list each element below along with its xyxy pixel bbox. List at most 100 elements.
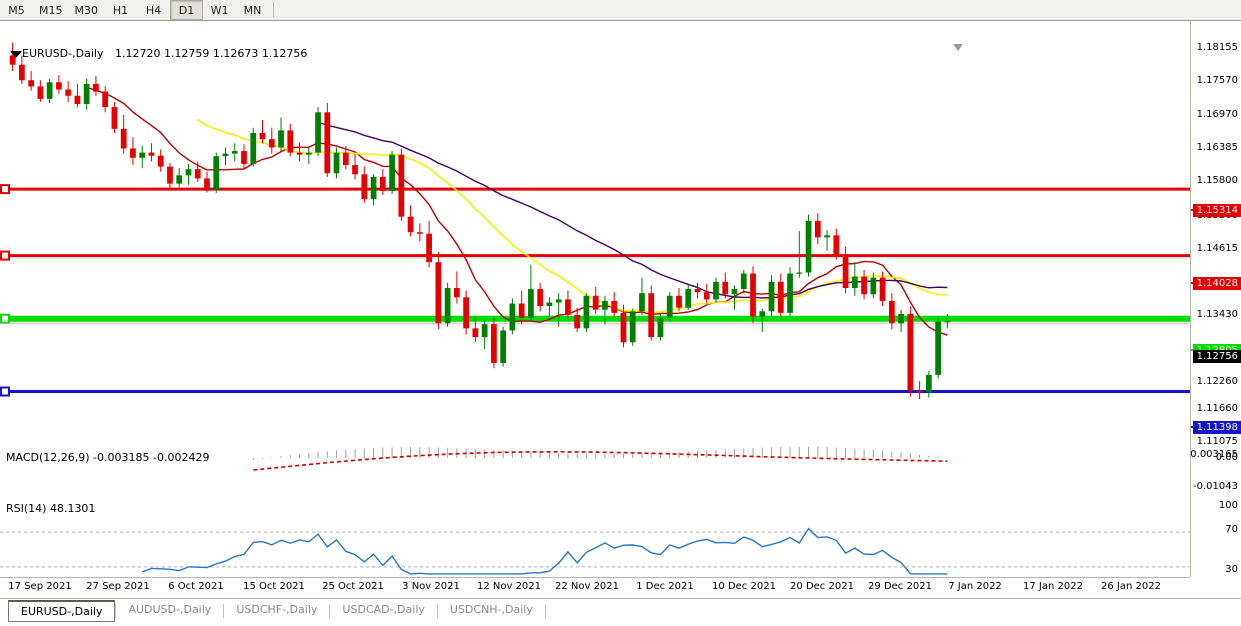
- candlestick: [537, 282, 544, 312]
- rsi-line: [141, 527, 948, 575]
- price-axis-tick: 1.13430: [1196, 309, 1238, 320]
- candlestick: [916, 381, 923, 400]
- candlestick: [37, 80, 44, 102]
- timeframe-button-d1[interactable]: D1: [170, 0, 203, 20]
- date-axis-tick: 12 Nov 2021: [476, 581, 542, 592]
- timeframe-button-mn[interactable]: MN: [236, 0, 269, 20]
- candlestick: [935, 316, 941, 379]
- tab-separator: [544, 604, 546, 618]
- price-axis-tick: -0.01043: [1193, 481, 1238, 492]
- candlestick: [925, 370, 932, 398]
- price-level-tag-resistance[interactable]: 1.14028: [1192, 277, 1241, 290]
- chart-tab-audusd[interactable]: AUDUSD-,Daily: [128, 603, 212, 616]
- candlestick: [324, 102, 331, 177]
- timeframe-button-h4[interactable]: H4: [137, 0, 170, 20]
- level-line-handle[interactable]: [0, 313, 10, 324]
- candlestick: [518, 290, 525, 325]
- price-axis-tick: 1.12260: [1196, 376, 1238, 387]
- candlestick: [583, 293, 590, 332]
- candlestick: [19, 55, 25, 84]
- current-price-tag: 1.12756: [1192, 350, 1241, 363]
- timeframe-button-m30[interactable]: M30: [68, 0, 104, 20]
- timeframe-button-m15[interactable]: M15: [33, 0, 69, 20]
- date-axis-tick: 10 Dec 2021: [712, 581, 776, 592]
- chart-tab-usdcnh[interactable]: USDCNH-,Daily: [449, 603, 533, 616]
- candlestick: [592, 286, 599, 314]
- timeframe-button-h1[interactable]: H1: [104, 0, 137, 20]
- price-chart-canvas[interactable]: EURUSD-,Daily 1.12720 1.12759 1.12673 1.…: [0, 21, 1190, 577]
- timeframe-button-m5[interactable]: M5: [0, 0, 33, 20]
- candlestick: [453, 271, 460, 304]
- candlestick: [648, 285, 655, 341]
- candlestick: [46, 78, 53, 103]
- time-axis[interactable]: 17 Sep 2021 27 Sep 2021 6 Oct 2021 15 Oct 2…: [0, 577, 1190, 598]
- candlestick: [287, 123, 294, 157]
- macd-subchart: [252, 446, 948, 471]
- candlestick: [713, 277, 719, 303]
- date-axis-tick: 17 Jan 2022: [1023, 581, 1083, 592]
- price-level-tag-support[interactable]: 1.11398: [1192, 421, 1241, 434]
- candlestick: [352, 153, 358, 180]
- chart-tab-usdchf[interactable]: USDCHF-,Daily: [236, 603, 318, 616]
- price-axis[interactable]: 1.181551.175701.169701.163851.158001.152…: [1190, 21, 1241, 577]
- candlestick: [111, 101, 118, 133]
- date-axis-tick: 1 Dec 2021: [636, 581, 694, 592]
- collapse-triangle-icon[interactable]: [10, 51, 22, 58]
- chart-tab-usdcad[interactable]: USDCAD-,Daily: [342, 603, 425, 616]
- candlestick: [731, 285, 738, 310]
- candlestick: [407, 205, 414, 237]
- candlestick: [120, 114, 127, 154]
- candlestick: [703, 283, 710, 304]
- chart-symbol-label: EURUSD-,Daily 1.12720 1.12759 1.12673 1.…: [22, 47, 307, 60]
- candlestick: [796, 231, 803, 278]
- toolbar-separator: [273, 2, 274, 17]
- candlestick: [472, 316, 479, 343]
- candlestick: [676, 288, 682, 312]
- price-axis-tick: 100: [1218, 500, 1238, 511]
- date-axis-tick: 7 Jan 2022: [948, 581, 1002, 592]
- price-axis-tick: 1.11075: [1196, 436, 1238, 447]
- candlestick: [250, 127, 257, 167]
- candlestick: [416, 223, 423, 242]
- candlestick: [56, 75, 62, 95]
- level-line-handle[interactable]: [0, 386, 10, 397]
- candlestick: [379, 169, 386, 195]
- tab-separator: [436, 604, 438, 618]
- chart-tab-eurusd[interactable]: EURUSD-,Daily: [8, 600, 116, 622]
- candlestick: [259, 120, 266, 144]
- moving-average-ma-slow: [317, 121, 948, 299]
- moving-average-ma-fast: [86, 86, 948, 336]
- candlestick: [74, 83, 81, 108]
- date-axis-tick: 15 Oct 2021: [243, 581, 305, 592]
- level-line-handle[interactable]: [0, 184, 10, 195]
- candlestick: [130, 137, 136, 166]
- candlestick: [93, 76, 99, 96]
- candlestick: [750, 266, 756, 324]
- chart-top-marker-icon[interactable]: [953, 44, 963, 51]
- price-axis-tick: 30: [1225, 564, 1238, 575]
- candlestick: [185, 163, 192, 185]
- price-axis-tick: 1.16970: [1196, 109, 1238, 120]
- candlestick: [148, 143, 155, 162]
- candlestick: [278, 117, 284, 152]
- candlestick: [759, 308, 766, 332]
- candlestick: [546, 297, 553, 320]
- price-axis-tick: 1.14615: [1196, 243, 1238, 254]
- tab-separator: [329, 604, 331, 618]
- tab-separator: [115, 604, 117, 618]
- timeframe-button-w1[interactable]: W1: [203, 0, 236, 20]
- candlestick: [805, 214, 812, 277]
- chart-tab-bar: EURUSD-,Daily AUDUSD-,Daily USDCHF-,Daily U…: [0, 598, 1241, 626]
- candlestick: [176, 168, 183, 188]
- chart-svg: [0, 42, 1190, 575]
- candlestick: [463, 290, 469, 335]
- candlestick: [879, 271, 886, 307]
- candlestick: [500, 326, 507, 367]
- level-line-handle[interactable]: [0, 250, 10, 261]
- candlestick: [722, 272, 729, 299]
- price-axis-tick: 70: [1225, 524, 1238, 535]
- candlestick: [65, 81, 72, 102]
- price-level-tag-resistance[interactable]: 1.15314: [1192, 204, 1241, 217]
- candlestick: [481, 320, 488, 350]
- candlestick: [814, 213, 821, 245]
